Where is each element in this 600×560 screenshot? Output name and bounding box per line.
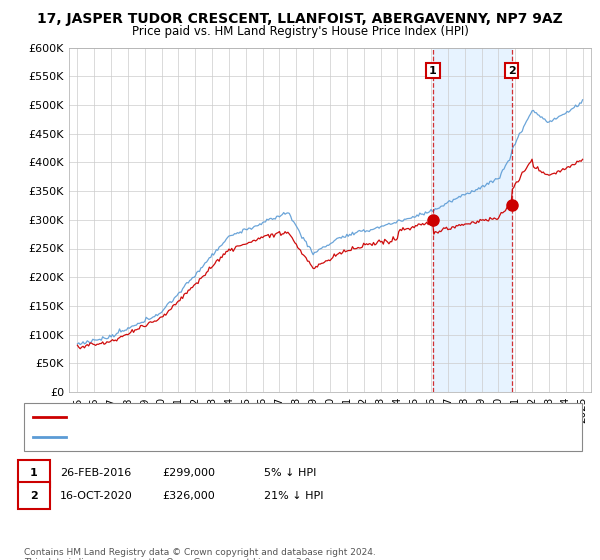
Text: 5% ↓ HPI: 5% ↓ HPI	[264, 468, 316, 478]
Text: 17, JASPER TUDOR CRESCENT, LLANFOIST, ABERGAVENNY, NP7 9AZ: 17, JASPER TUDOR CRESCENT, LLANFOIST, AB…	[37, 12, 563, 26]
Text: 2: 2	[30, 491, 38, 501]
Text: 1: 1	[429, 66, 437, 76]
Text: 2: 2	[508, 66, 515, 76]
Text: £326,000: £326,000	[162, 491, 215, 501]
Text: 17, JASPER TUDOR CRESCENT, LLANFOIST, ABERGAVENNY, NP7 9AZ (detached house): 17, JASPER TUDOR CRESCENT, LLANFOIST, AB…	[75, 412, 524, 422]
Text: Price paid vs. HM Land Registry's House Price Index (HPI): Price paid vs. HM Land Registry's House …	[131, 25, 469, 38]
Text: £299,000: £299,000	[162, 468, 215, 478]
Text: 1: 1	[30, 468, 38, 478]
Text: 16-OCT-2020: 16-OCT-2020	[60, 491, 133, 501]
Text: 21% ↓ HPI: 21% ↓ HPI	[264, 491, 323, 501]
Text: HPI: Average price, detached house, Monmouthshire: HPI: Average price, detached house, Monm…	[75, 432, 349, 442]
Bar	[433, 48, 512, 392]
Text: 26-FEB-2016: 26-FEB-2016	[60, 468, 131, 478]
Text: Contains HM Land Registry data © Crown copyright and database right 2024.
This d: Contains HM Land Registry data © Crown c…	[24, 548, 376, 560]
